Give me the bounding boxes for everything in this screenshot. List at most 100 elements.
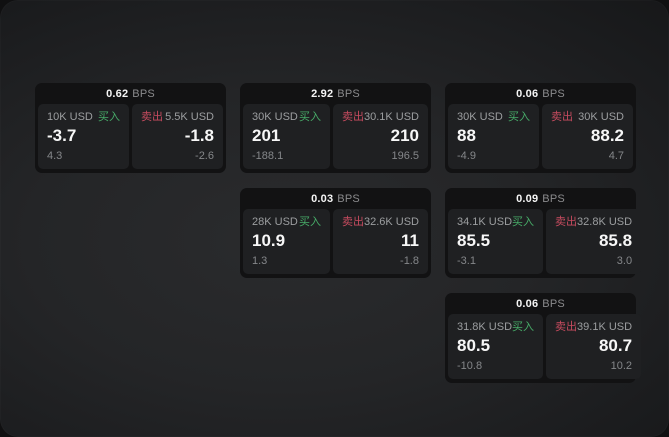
buy-label-row: 10K USD 买入 <box>47 111 120 124</box>
sell-label-row: 卖出 5.5K USD <box>141 111 214 124</box>
spread-value: 0.06 <box>516 297 539 310</box>
spread-value: 0.06 <box>516 87 539 100</box>
sell-side-label: 卖出 <box>555 216 578 228</box>
sell-amount: 32.6K USD <box>363 216 419 228</box>
spread-header: 0.09 BPS <box>445 188 636 209</box>
buy-side-label: 买入 <box>298 111 321 123</box>
buy-label-row: 30K USD 买入 <box>252 111 321 124</box>
sell-change: 3.0 <box>616 255 633 267</box>
buy-change: 4.3 <box>47 150 63 162</box>
buy-side-label: 买入 <box>508 111 530 123</box>
sell-amount: 30.1K USD <box>363 111 419 123</box>
buy-price: 85.5 <box>457 231 491 250</box>
sell-change: -2.6 <box>195 150 214 162</box>
spread-value: 0.62 <box>106 87 129 100</box>
sell-side-label: 卖出 <box>341 216 364 228</box>
buy-label-row: 30K USD 买入 <box>457 111 530 124</box>
sell-label-row: 卖出 32.8K USD <box>555 216 632 229</box>
quote-card: 0.03 BPS 28K USD 买入 10.9 1.3 卖出 32.6K US… <box>240 188 431 278</box>
buy-amount: 31.8K USD <box>457 321 513 333</box>
spread-value: 0.03 <box>311 192 334 205</box>
sell-label-row: 卖出 30K USD <box>551 111 624 124</box>
buy-amount: 28K USD <box>252 216 298 228</box>
buy-price: 80.5 <box>457 336 491 355</box>
quote-panels: 34.1K USD 买入 85.5 -3.1 卖出 32.8K USD 85.8… <box>445 209 642 274</box>
quote-panels: 31.8K USD 买入 80.5 -10.8 卖出 39.1K USD 80.… <box>445 314 642 379</box>
sell-panel[interactable]: 卖出 30.1K USD 210 196.5 <box>332 104 428 169</box>
spread-header: 0.03 BPS <box>240 188 431 209</box>
quote-card: 0.62 BPS 10K USD 买入 -3.7 4.3 卖出 5.5K USD <box>35 83 226 173</box>
buy-side-label: 买入 <box>512 216 535 228</box>
sell-label-row: 卖出 30.1K USD <box>342 111 419 124</box>
sell-amount: 30K USD <box>578 111 624 123</box>
sell-change: 10.2 <box>610 360 633 372</box>
sell-side-label: 卖出 <box>555 321 578 333</box>
sell-label-row: 卖出 39.1K USD <box>555 321 632 334</box>
sell-price: -1.8 <box>184 126 214 145</box>
bps-unit-label: BPS <box>337 192 360 205</box>
buy-amount: 30K USD <box>457 111 503 123</box>
buy-amount: 34.1K USD <box>457 216 513 228</box>
sell-panel[interactable]: 卖出 30K USD 88.2 4.7 <box>542 104 633 169</box>
spread-value: 2.92 <box>311 87 334 100</box>
quote-panels: 30K USD 买入 201 -188.1 卖出 30.1K USD 210 1… <box>240 104 431 169</box>
sell-panel[interactable]: 卖出 32.8K USD 85.8 3.0 <box>546 209 642 274</box>
sell-amount: 39.1K USD <box>577 321 633 333</box>
buy-panel[interactable]: 34.1K USD 买入 85.5 -3.1 <box>448 209 544 274</box>
sell-amount: 32.8K USD <box>577 216 633 228</box>
bps-unit-label: BPS <box>542 297 565 310</box>
sell-price: 88.2 <box>590 126 624 145</box>
buy-side-label: 买入 <box>298 216 321 228</box>
sell-panel[interactable]: 卖出 5.5K USD -1.8 -2.6 <box>132 104 223 169</box>
sell-change: -1.8 <box>400 255 419 267</box>
buy-label-row: 34.1K USD 买入 <box>457 216 534 229</box>
buy-price: 201 <box>252 126 281 145</box>
sell-label-row: 卖出 32.6K USD <box>342 216 419 229</box>
buy-side-label: 买入 <box>512 321 535 333</box>
buy-label-row: 31.8K USD 买入 <box>457 321 534 334</box>
sell-panel[interactable]: 卖出 32.6K USD 11 -1.8 <box>332 209 428 274</box>
quote-card: 0.09 BPS 34.1K USD 买入 85.5 -3.1 卖出 32.8K… <box>445 188 642 278</box>
sell-change: 4.7 <box>608 150 624 162</box>
buy-label-row: 28K USD 买入 <box>252 216 321 229</box>
quote-panels: 30K USD 买入 88 -4.9 卖出 30K USD 88.2 4.7 <box>445 104 636 169</box>
sell-change: 196.5 <box>391 150 419 162</box>
buy-change: -4.9 <box>457 150 476 162</box>
quote-card: 0.06 BPS 30K USD 买入 88 -4.9 卖出 30K USD <box>445 83 636 173</box>
bps-unit-label: BPS <box>542 87 565 100</box>
spread-header: 2.92 BPS <box>240 83 431 104</box>
buy-panel[interactable]: 30K USD 买入 201 -188.1 <box>243 104 330 169</box>
sell-side-label: 卖出 <box>341 111 364 123</box>
sell-price: 85.8 <box>598 231 633 250</box>
spread-header: 0.06 BPS <box>445 293 636 314</box>
buy-panel[interactable]: 31.8K USD 买入 80.5 -10.8 <box>448 314 544 379</box>
quote-panels: 28K USD 买入 10.9 1.3 卖出 32.6K USD 11 -1.8 <box>240 209 431 274</box>
sell-side-label: 卖出 <box>551 111 573 123</box>
buy-change: 1.3 <box>252 255 268 267</box>
buy-change: -3.1 <box>457 255 476 267</box>
buy-amount: 30K USD <box>252 111 298 123</box>
buy-change: -10.8 <box>457 360 483 372</box>
sell-amount: 5.5K USD <box>165 111 214 123</box>
buy-price: 10.9 <box>252 231 286 250</box>
buy-price: 88 <box>457 126 476 145</box>
buy-price: -3.7 <box>47 126 77 145</box>
quote-card: 2.92 BPS 30K USD 买入 201 -188.1 卖出 30.1K … <box>240 83 431 173</box>
buy-change: -188.1 <box>252 150 284 162</box>
buy-panel[interactable]: 30K USD 买入 88 -4.9 <box>448 104 539 169</box>
buy-panel[interactable]: 10K USD 买入 -3.7 4.3 <box>38 104 129 169</box>
sell-panel[interactable]: 卖出 39.1K USD 80.7 10.2 <box>546 314 642 379</box>
buy-panel[interactable]: 28K USD 买入 10.9 1.3 <box>243 209 330 274</box>
bps-unit-label: BPS <box>542 192 565 205</box>
quote-panels: 10K USD 买入 -3.7 4.3 卖出 5.5K USD -1.8 -2.… <box>35 104 226 169</box>
bps-unit-label: BPS <box>337 87 360 100</box>
spread-header: 0.06 BPS <box>445 83 636 104</box>
bps-unit-label: BPS <box>132 87 155 100</box>
buy-side-label: 买入 <box>98 111 120 123</box>
buy-amount: 10K USD <box>47 111 93 123</box>
spread-header: 0.62 BPS <box>35 83 226 104</box>
sell-price: 210 <box>390 126 419 145</box>
quote-card: 0.06 BPS 31.8K USD 买入 80.5 -10.8 卖出 39.1… <box>445 293 642 383</box>
sell-price: 11 <box>401 231 419 250</box>
sell-side-label: 卖出 <box>141 111 163 123</box>
